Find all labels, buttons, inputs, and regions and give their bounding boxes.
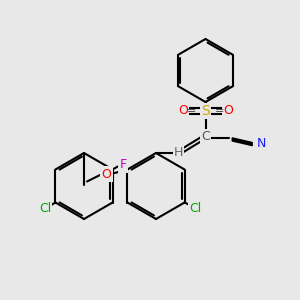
Text: O: O: [102, 167, 111, 181]
Text: =: =: [187, 106, 197, 116]
Text: Cl: Cl: [39, 202, 51, 215]
Text: O: O: [223, 104, 233, 118]
Text: F: F: [119, 158, 127, 172]
Text: O: O: [178, 104, 188, 118]
Text: =: =: [214, 106, 224, 116]
Text: Cl: Cl: [189, 202, 201, 215]
Text: C: C: [201, 130, 210, 143]
Text: S: S: [201, 104, 210, 118]
Text: H: H: [174, 146, 183, 160]
Text: N: N: [257, 137, 266, 151]
